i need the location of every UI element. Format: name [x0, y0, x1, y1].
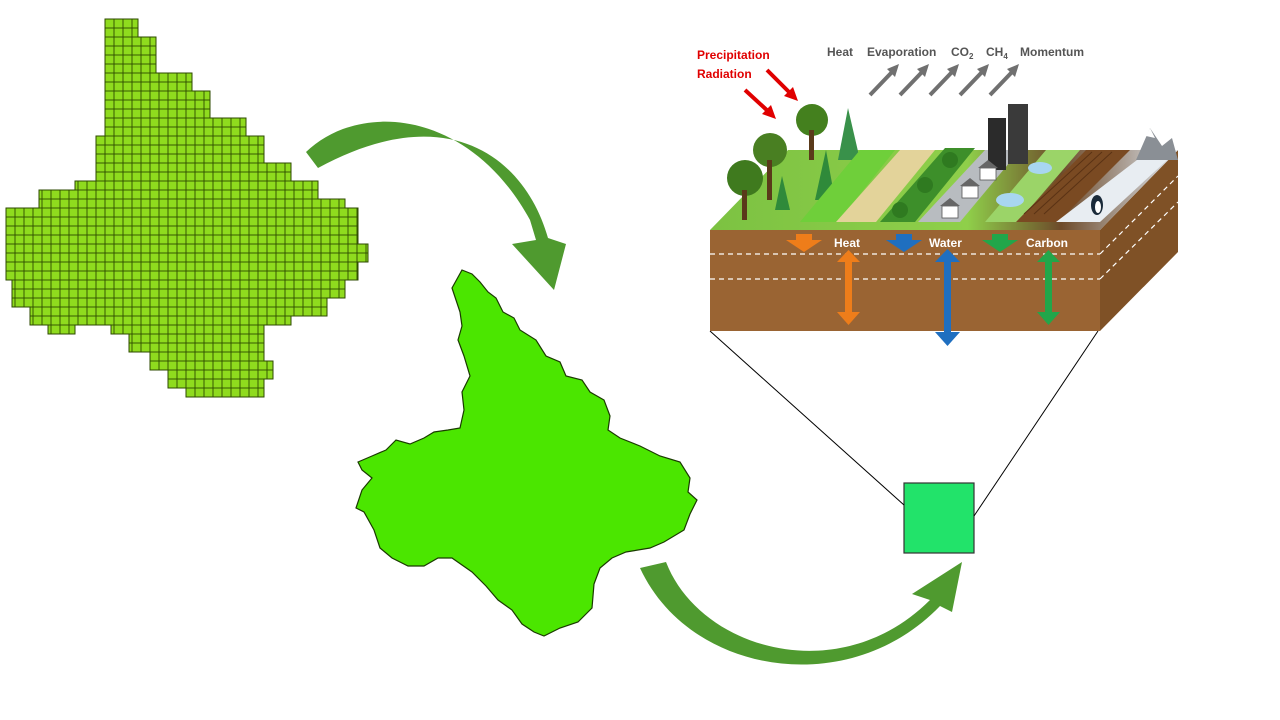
soil-water-label: Water [929, 236, 962, 250]
wetland-icon [985, 150, 1080, 222]
skyscraper-icon [988, 118, 1006, 170]
heat-flux-label: Heat [827, 45, 853, 59]
soil-carbon-label: Carbon [1026, 236, 1068, 250]
momentum-label: Momentum [1020, 45, 1084, 59]
forest-icon [727, 104, 860, 220]
outgoing-flux-arrows [868, 64, 1019, 97]
river-basin-polygon [355, 269, 698, 637]
carbon-flux-arrows [982, 234, 1060, 325]
water-flux-arrows [886, 234, 960, 346]
gridded-catchment [5, 18, 369, 398]
crop-icon [836, 150, 935, 222]
penguin-icon [1091, 195, 1103, 215]
skyscraper-icon [1008, 104, 1028, 164]
curved-arrow-1 [306, 121, 566, 290]
snow-mountain-icon [1056, 128, 1178, 222]
farmland-icon [1016, 150, 1130, 222]
grass-icon [800, 150, 895, 222]
precipitation-label: Precipitation [697, 48, 770, 62]
co2-label: CO2 [951, 45, 974, 61]
evaporation-label: Evaporation [867, 45, 936, 59]
zoom-lines [709, 330, 1099, 517]
model-grid-cell [903, 482, 975, 554]
shrub-icon [880, 148, 975, 222]
incoming-radiation-arrows [743, 68, 798, 119]
heat-flux-arrows [786, 234, 860, 325]
ch4-label: CH4 [986, 45, 1008, 61]
radiation-label: Radiation [697, 67, 752, 81]
curved-arrow-2 [640, 562, 962, 665]
urban-icon [918, 104, 1028, 222]
house-icon [940, 160, 998, 219]
soil-heat-label: Heat [834, 236, 860, 250]
